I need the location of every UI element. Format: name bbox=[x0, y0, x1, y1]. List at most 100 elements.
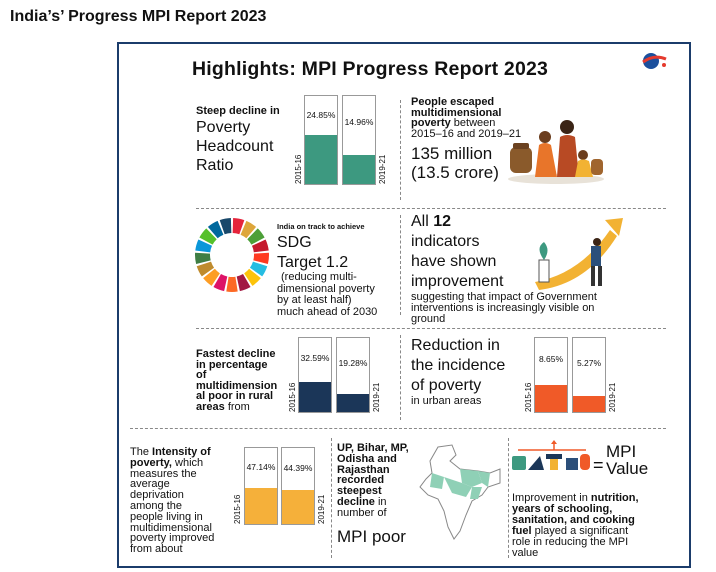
intensity-after: which bbox=[171, 456, 204, 469]
sdg-wheel-segment bbox=[195, 252, 211, 265]
mpi-label-line: MPI bbox=[606, 442, 637, 461]
mpi-eq: = bbox=[593, 455, 604, 475]
divider bbox=[400, 215, 401, 315]
escaped-heading-bold: poverty bbox=[411, 117, 451, 129]
bar-fill bbox=[573, 396, 605, 412]
indicators-detail-line: interventions is increasingly visible on bbox=[411, 302, 595, 314]
escaped-heading: People escaped multidimensional poverty … bbox=[411, 97, 521, 139]
sdg-wheel-segment bbox=[251, 239, 269, 253]
mpi-desc-rest: role in reducing the MPI bbox=[512, 536, 629, 548]
intensity-line: from about bbox=[130, 543, 183, 556]
headcount-heading: Steep decline in bbox=[196, 105, 280, 117]
intensity-line: among the bbox=[130, 499, 182, 512]
bar-value-label: 47.14% bbox=[246, 462, 276, 472]
sdg-wheel-segment bbox=[196, 261, 215, 277]
bar-value-label: 24.85% bbox=[306, 110, 336, 120]
bar-value-label: 44.39% bbox=[283, 463, 313, 473]
year-label: 2015-16 bbox=[524, 382, 533, 412]
rural-heading: Fastest decline in percentage of multidi… bbox=[196, 349, 277, 412]
sdg-detail: (reducing multi- dimensional poverty by … bbox=[277, 271, 377, 318]
infographic-frame bbox=[117, 42, 691, 568]
rural-heading-line: al poor in rural bbox=[196, 390, 274, 402]
bar-value-label: 19.28% bbox=[338, 358, 368, 368]
intensity-bold: poverty, bbox=[130, 456, 172, 469]
mpi-desc: Improvement in nutrition, years of schoo… bbox=[512, 493, 639, 559]
divider bbox=[130, 428, 666, 429]
states-line: steepest bbox=[337, 485, 382, 498]
bar-fill bbox=[245, 488, 277, 524]
divider bbox=[331, 438, 332, 558]
indicators-line: indicators bbox=[411, 233, 480, 250]
rural-heading-line: of bbox=[196, 369, 207, 381]
indicators-line: improvement bbox=[411, 273, 504, 290]
india-map-icon bbox=[419, 444, 501, 540]
states-line: UP, Bihar, MP, bbox=[337, 442, 409, 454]
escaped-heading-rest: between bbox=[450, 117, 496, 129]
indicators-count: 12 bbox=[433, 213, 452, 230]
indicators-detail-line: ground bbox=[411, 313, 446, 325]
sdg-wheel-segment bbox=[244, 268, 261, 286]
year-label: 2015-16 bbox=[233, 494, 242, 524]
bar-fill bbox=[535, 385, 567, 412]
sdg-wheel-segment bbox=[240, 220, 257, 239]
rural-heading-line: multidimension bbox=[196, 379, 278, 392]
sdg-wheel-segment bbox=[236, 274, 251, 292]
escaped-number-line: 135 million bbox=[411, 144, 493, 163]
mpi-label-line: Value bbox=[606, 459, 649, 478]
divider bbox=[196, 328, 666, 329]
escaped-number-line: (13.5 crore) bbox=[411, 163, 499, 182]
sdg-wheel-segment bbox=[226, 276, 238, 292]
family-illustration bbox=[508, 120, 604, 184]
year-label: 2015-16 bbox=[294, 154, 303, 184]
rural-bar-2015: 32.59% bbox=[298, 337, 332, 413]
intensity-line: average bbox=[130, 478, 170, 491]
year-label: 2019-21 bbox=[372, 382, 381, 412]
bar-value-label: 14.96% bbox=[344, 117, 374, 127]
mpi-desc-bold: years of schooling, bbox=[512, 503, 613, 515]
headcount-line: Headcount bbox=[196, 138, 274, 155]
intensity-bar-2015: 47.14% bbox=[244, 447, 278, 525]
indicators-line: have shown bbox=[411, 253, 497, 270]
bar-value-label: 5.27% bbox=[576, 358, 602, 368]
logo-icon bbox=[642, 53, 667, 69]
bar-fill bbox=[305, 135, 337, 184]
sdg-wheel-segment bbox=[219, 218, 232, 235]
intensity-pre: The bbox=[130, 446, 153, 458]
mpi-desc-rest: played a significant bbox=[531, 525, 629, 537]
headcount-bar-2015: 24.85% bbox=[304, 95, 338, 185]
rural-heading-line: Fastest decline bbox=[196, 348, 276, 360]
indicators-detail: suggesting that impact of Government int… bbox=[411, 292, 597, 325]
mpi-desc-rest: value bbox=[512, 547, 539, 559]
states-big: MPI poor bbox=[337, 527, 406, 546]
states-line: number of bbox=[337, 506, 387, 519]
bar-fill bbox=[282, 490, 314, 524]
intensity-text: The Intensity of poverty, which measures… bbox=[130, 447, 214, 555]
sdg-detail-line: dimensional poverty bbox=[277, 282, 375, 295]
sdg-wheel-segment bbox=[207, 220, 224, 239]
indicators-text: All 12 indicators have shown improvement bbox=[411, 212, 503, 292]
year-label: 2019-21 bbox=[317, 494, 326, 524]
rural-heading-line: in percentage bbox=[196, 358, 268, 371]
divider bbox=[196, 208, 666, 209]
bar-fill bbox=[343, 155, 375, 184]
sdg-wheel-segment bbox=[232, 218, 245, 235]
sdg-wheel-segment bbox=[199, 228, 217, 245]
headcount-text: Poverty Headcount Ratio bbox=[196, 118, 273, 175]
year-label: 2019-21 bbox=[378, 154, 387, 184]
states-line: Rajasthan bbox=[337, 463, 390, 476]
headcount-bar-2019: 14.96% bbox=[342, 95, 376, 185]
intensity-line: measures the bbox=[130, 467, 197, 480]
urban-bar-2019: 5.27% bbox=[572, 337, 606, 413]
headcount-line: Poverty bbox=[196, 119, 251, 136]
indicators-pre: All bbox=[411, 213, 434, 230]
escaped-years: 2015–16 and 2019–21 bbox=[411, 127, 522, 140]
sdg-wheel-segment bbox=[203, 268, 220, 286]
sdg-title: SDG Target 1.2 bbox=[277, 233, 348, 273]
sdg-wheel-segment bbox=[213, 274, 228, 292]
sdg-intro: India on track to achieve bbox=[277, 222, 365, 231]
indicator-icons bbox=[512, 440, 590, 470]
mpi-desc-pre: Improvement in bbox=[512, 492, 591, 504]
bar-value-label: 32.59% bbox=[300, 353, 330, 363]
divider bbox=[400, 335, 401, 420]
mpi-desc-bold: sanitation, and cooking bbox=[512, 514, 635, 526]
